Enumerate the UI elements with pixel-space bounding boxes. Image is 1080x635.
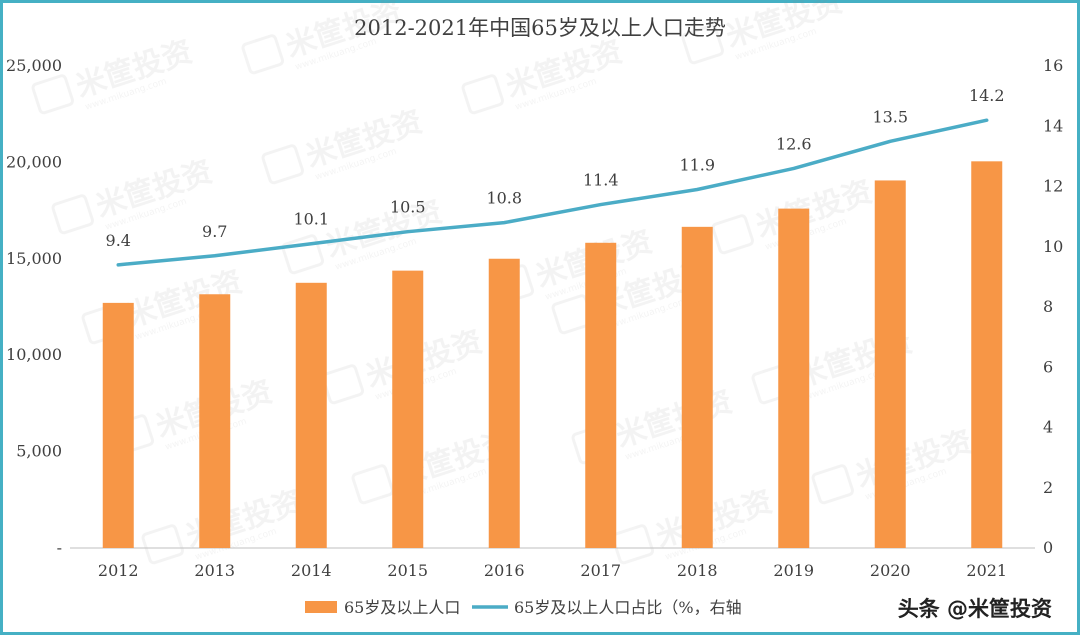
legend-bar-label: 65岁及以上人口	[344, 598, 460, 617]
y-left-tick-label: 15,000	[6, 249, 62, 268]
line-data-label: 11.9	[679, 156, 715, 175]
line-data-label: 14.2	[969, 86, 1005, 105]
line-data-label: 9.4	[106, 231, 131, 250]
x-tick-label: 2016	[484, 561, 525, 580]
bar	[199, 294, 231, 548]
line-data-label: 13.5	[872, 107, 908, 126]
line-data-label: 10.8	[486, 189, 522, 208]
bar	[681, 226, 713, 549]
line-data-label: 10.5	[390, 198, 426, 217]
x-tick-label: 2013	[194, 561, 235, 580]
y-left-tick-label: 10,000	[6, 345, 62, 364]
x-tick-label: 2014	[291, 561, 332, 580]
y-left-tick-label: 25,000	[6, 56, 62, 75]
x-tick-label: 2017	[580, 561, 621, 580]
watermark-logo-icon	[51, 194, 95, 235]
data-labels: 9.4 9.7 10.1 10.5 10.8 11.4 11.9 12.6 13.5 14.2	[106, 86, 1005, 250]
watermark-logo-icon	[711, 214, 755, 255]
bar	[102, 302, 134, 548]
y-right-tick-label: 14	[1043, 116, 1063, 135]
y-right-tick-label: 6	[1043, 357, 1053, 376]
bar	[778, 208, 810, 548]
y-right-tick-label: 8	[1043, 297, 1053, 316]
bar	[874, 180, 906, 548]
y-left-tick-label: -	[57, 538, 62, 557]
watermark-logo-icon	[141, 524, 185, 565]
line-series	[116, 118, 989, 267]
x-tick-label: 2012	[98, 561, 139, 580]
bar	[971, 161, 1003, 548]
legend: 65岁及以上人口 65岁及以上人口占比（%，右轴	[305, 598, 742, 617]
x-tick-label: 2015	[387, 561, 428, 580]
y-right-tick-label: 12	[1043, 177, 1063, 196]
watermark-logo-icon	[261, 144, 305, 185]
watermark-logo-icon	[611, 524, 655, 565]
x-tick-label: 2019	[773, 561, 814, 580]
y-left-tick-label: 20,000	[6, 152, 62, 171]
watermark-logo-icon	[811, 464, 855, 505]
watermark-logo-icon	[321, 364, 365, 405]
watermark-logo-icon	[681, 24, 725, 65]
y-right-tick-label: 4	[1043, 418, 1053, 437]
line-data-label: 11.4	[583, 171, 619, 190]
watermark-logo-icon	[351, 464, 395, 505]
y-right-tick-label: 2	[1043, 478, 1053, 497]
bar	[295, 282, 327, 548]
legend-line-label: 65岁及以上人口占比（%，右轴	[514, 598, 742, 617]
y-right-tick-label: 10	[1043, 237, 1063, 256]
line-path	[116, 118, 989, 267]
bar-series	[102, 161, 1003, 549]
watermark-logo-icon	[31, 74, 75, 115]
source-badge: 头条 @米筐投资	[897, 597, 1052, 621]
x-tick-label: 2021	[966, 561, 1007, 580]
axes: - 5,000 10,000 15,000 20,000 25,000 0 2 4 6 8 10 12 1…	[6, 56, 1063, 580]
bar	[585, 242, 617, 548]
x-tick-label: 2018	[677, 561, 718, 580]
watermark-logo-icon	[281, 234, 325, 275]
line-data-label: 10.1	[293, 210, 329, 229]
line-data-label: 9.7	[202, 222, 227, 241]
watermark-logo-icon	[461, 74, 505, 115]
legend-bar-swatch	[305, 601, 337, 613]
chart-title: 2012-2021年中国65岁及以上人口走势	[354, 16, 726, 40]
x-tick-label: 2020	[870, 561, 911, 580]
line-data-label: 12.6	[776, 134, 812, 153]
bar	[488, 258, 520, 548]
y-left-tick-label: 5,000	[16, 442, 62, 461]
watermark-logo-icon	[241, 34, 285, 75]
y-right-tick-label: 16	[1043, 56, 1063, 75]
y-right-tick-label: 0	[1043, 538, 1053, 557]
bar	[392, 270, 424, 548]
